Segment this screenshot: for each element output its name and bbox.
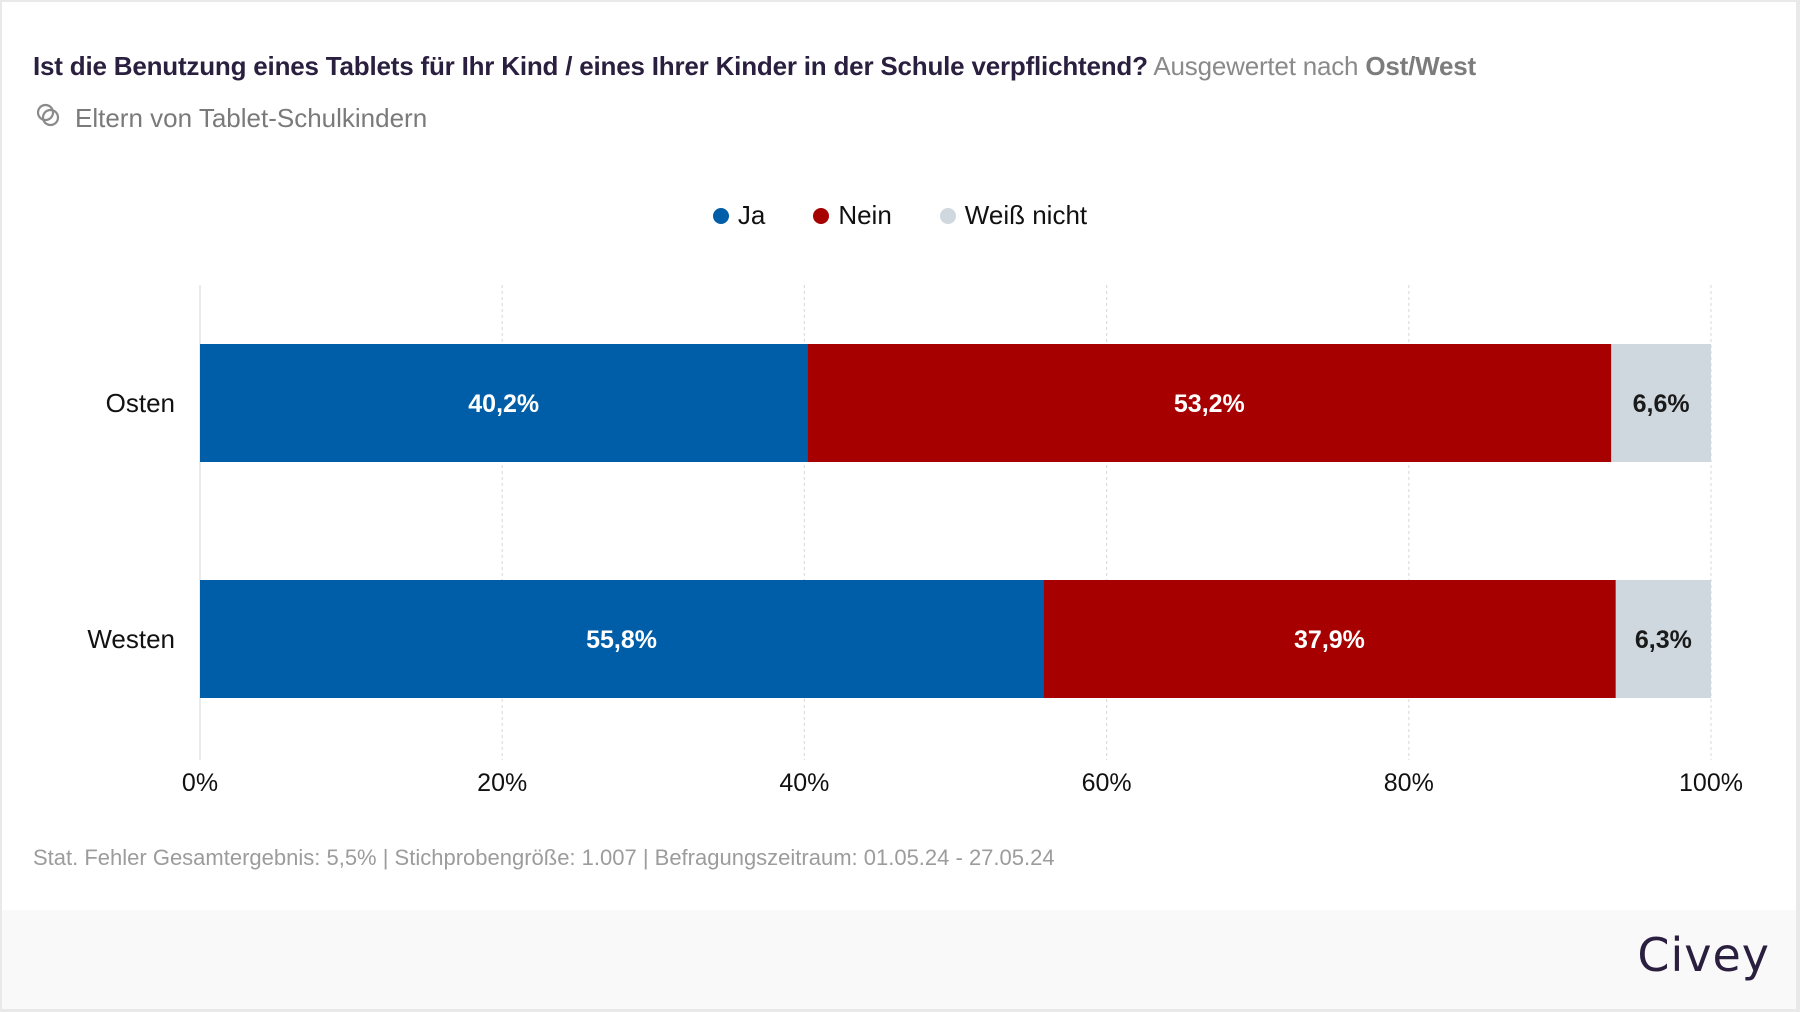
data-label: 55,8% <box>586 626 657 654</box>
data-label: 40,2% <box>468 390 539 418</box>
legend-label-weiss-nicht: Weiß nicht <box>964 200 1088 230</box>
x-tick-label: 80% <box>1384 769 1434 797</box>
chart-legend: Ja Nein Weiß nicht <box>0 200 1800 231</box>
x-tick-label: 100% <box>1679 769 1743 797</box>
data-label: 6,6% <box>1633 390 1690 418</box>
bar-segment-wei-nicht-osten <box>1611 344 1711 462</box>
bar-segment-ja-westen <box>200 580 1044 698</box>
bar-segment-wei-nicht-westen <box>1615 580 1711 698</box>
civey-logo: Civey <box>1637 928 1770 982</box>
evaluated-by-dimension: Ost/West <box>1365 51 1476 81</box>
question-text: Ist die Benutzung eines Tablets für Ihr … <box>33 51 1148 81</box>
x-tick-label: 40% <box>779 769 829 797</box>
x-tick-label: 20% <box>477 769 527 797</box>
legend-swatch-ja <box>712 207 729 224</box>
audience-label: Eltern von Tablet-Schulkindern <box>75 102 428 133</box>
chart-title: Ist die Benutzung eines Tablets für Ihr … <box>33 48 1476 84</box>
x-tick-label: 60% <box>1082 769 1132 797</box>
y-category-label: Osten <box>106 388 175 418</box>
legend-item-nein[interactable]: Nein <box>813 200 892 231</box>
data-label: 6,3% <box>1635 626 1692 654</box>
y-category-label: Westen <box>87 624 175 654</box>
legend-swatch-nein <box>813 207 830 224</box>
legend-label-nein: Nein <box>838 200 892 230</box>
bar-segment-nein-osten <box>807 344 1612 462</box>
legend-label-ja: Ja <box>737 200 766 230</box>
legend-swatch-weiss-nicht <box>939 207 956 224</box>
evaluated-by-prefix: Ausgewertet nach <box>1153 51 1359 81</box>
footer-band <box>2 910 1796 1009</box>
audience-row: Eltern von Tablet-Schulkindern <box>33 100 427 136</box>
data-label: 53,2% <box>1174 390 1245 418</box>
legend-item-ja[interactable]: Ja <box>712 200 766 231</box>
data-label: 37,9% <box>1294 626 1365 654</box>
bar-segment-nein-westen <box>1043 580 1616 698</box>
bar-segment-ja-osten <box>200 344 808 462</box>
methodology-note: Stat. Fehler Gesamtergebnis: 5,5% | Stic… <box>33 845 1055 870</box>
overlapping-circles-icon <box>33 100 63 137</box>
x-tick-label: 0% <box>182 769 218 797</box>
legend-item-weiss-nicht[interactable]: Weiß nicht <box>939 200 1088 231</box>
